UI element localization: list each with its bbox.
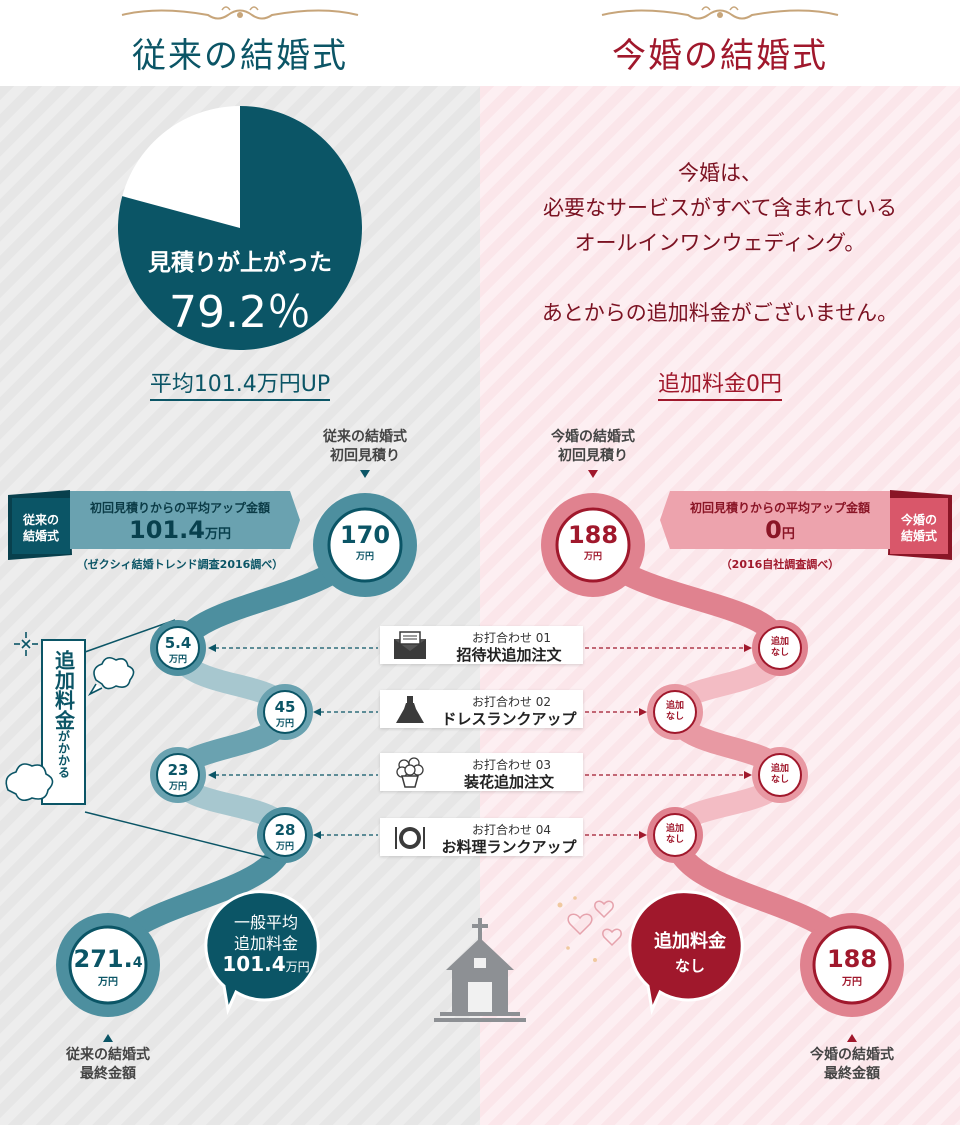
meeting-card-02: お打合わせ 02 ドレスランクアップ (380, 690, 583, 728)
right-title: 今婚の結婚式 (612, 36, 828, 76)
meeting-card-04: お打合わせ 04 お料理ランクアップ (380, 818, 583, 856)
right-initial-label: 今婚の結婚式 初回見積り (551, 429, 635, 464)
left-step-3-value: 23 万円 (167, 761, 189, 792)
pie-main-slice (118, 106, 362, 350)
right-banner-title: 初回見積りからの平均アップ金額 (689, 501, 870, 515)
up-triangle-icon (103, 1034, 113, 1042)
down-triangle-icon (588, 470, 598, 478)
right-banner (660, 490, 952, 560)
bracket-line (84, 811, 286, 863)
left-banner (8, 490, 300, 560)
no-fee-bubble-text: 追加料金 なし (654, 931, 726, 975)
left-start-value: 170 万円 (339, 521, 391, 562)
left-title: 従来の結婚式 (132, 36, 348, 76)
right-final-node (812, 925, 892, 1005)
thought-cloud-icon (87, 656, 135, 696)
left-step-1-value: 5.4 万円 (164, 634, 192, 665)
left-step-4-value: 28 万円 (274, 821, 296, 852)
right-step-node (653, 690, 697, 734)
right-step-node (653, 813, 697, 857)
right-banner-source: （2016自社調査調べ） (720, 558, 840, 571)
arrow-head-icon (208, 644, 752, 839)
left-final-value: 271.4 万円 (73, 945, 143, 988)
right-final-label: 今婚の結婚式 最終金額 (810, 1047, 894, 1082)
no-fee-bubble (628, 890, 744, 1016)
estimate-pie-chart (118, 106, 362, 350)
left-final-label: 従来の結婚式 最終金額 (66, 1047, 150, 1082)
right-start-value: 188 万円 (567, 521, 619, 562)
right-step-2-value: 追加 なし (665, 701, 684, 722)
left-banner-tag: 従来の 結婚式 (22, 513, 59, 543)
dress-icon (396, 696, 424, 723)
right-final-value: 188 万円 (826, 945, 878, 988)
left-banner-amount: 101.4万円 (129, 516, 231, 544)
down-triangle-icon (360, 470, 370, 478)
avg-up-label: 平均101.4万円UP (0, 366, 480, 401)
avg-fee-bubble (204, 890, 320, 1016)
left-banner-source: （ゼクシィ結婚トレンド調査2016調べ） (76, 558, 284, 571)
avg-fee-bubble-text: 一般平均 追加料金 101.4万円 (222, 913, 310, 976)
thought-cloud-icon (5, 763, 54, 802)
left-step-node (263, 690, 307, 734)
flower-icon (396, 757, 424, 788)
right-banner-tag: 今婚の 結婚式 (900, 513, 937, 543)
right-step-node (758, 753, 802, 797)
right-step-4-value: 追加 なし (665, 824, 684, 845)
pie-label: 見積りが上がった (148, 250, 332, 276)
burst-icon (14, 632, 38, 656)
left-step-node (156, 626, 200, 670)
left-initial-label: 従来の結婚式 初回見積り (323, 429, 407, 464)
dish-icon (395, 827, 425, 849)
hearts-icon (567, 900, 622, 947)
left-banner-title: 初回見積りからの平均アップ金額 (89, 501, 270, 515)
left-start-node (327, 507, 403, 583)
right-start-node (555, 507, 631, 583)
meeting-card-01: お打合わせ 01 招待状追加注文 (380, 626, 583, 664)
left-step-node (263, 813, 307, 857)
right-ornament-icon (601, 6, 839, 20)
bracket-line (84, 619, 176, 653)
right-step-node (758, 626, 802, 670)
right-step-1-value: 追加 なし (770, 637, 789, 658)
right-banner-amount: 0円 (765, 516, 795, 544)
left-ornament-icon (121, 6, 359, 20)
all-in-one-message: 今婚は、 必要なサービスがすべて含まれている オールインワンウェディング。 あと… (541, 161, 899, 325)
envelope-icon (394, 631, 426, 659)
sparkle-icon (557, 896, 597, 962)
zero-fee-label: 追加料金0円 (480, 366, 960, 401)
pie-percent: 79.2％ (169, 287, 311, 338)
left-step-2-value: 45 万円 (274, 698, 296, 729)
right-step-3-value: 追加 なし (770, 764, 789, 785)
meeting-card-03: お打合わせ 03 装花追加注文 (380, 753, 583, 791)
left-final-node (68, 925, 148, 1005)
up-triangle-icon (847, 1034, 857, 1042)
left-step-node (156, 753, 200, 797)
chapel-icon (434, 918, 526, 1022)
extra-fee-text: 追加料金 がかかる (51, 650, 76, 778)
